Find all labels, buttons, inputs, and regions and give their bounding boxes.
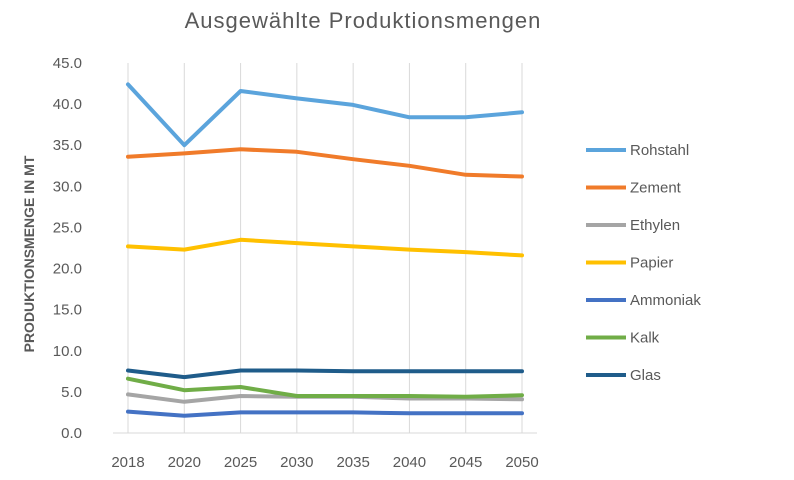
y-tick-label: 40.0 xyxy=(53,96,82,113)
y-tick-label: 5.0 xyxy=(61,384,82,401)
x-tick-label: 2040 xyxy=(393,454,426,471)
y-tick-label: 10.0 xyxy=(53,343,82,360)
series-line-rohstahl xyxy=(126,82,524,148)
x-tick-label: 2018 xyxy=(111,454,144,471)
legend-label-rohstahl: Rohstahl xyxy=(630,142,689,159)
y-tick-label: 20.0 xyxy=(53,261,82,278)
x-tick-label: 2035 xyxy=(336,454,369,471)
legend: Rohstahl Zement Ethylen Papier Ammoniak Kalk G… xyxy=(586,142,701,384)
y-tick-label: 0.0 xyxy=(61,425,82,442)
y-tick-label: 15.0 xyxy=(53,302,82,319)
y-tick-label: 35.0 xyxy=(53,137,82,154)
x-tick-label: 2045 xyxy=(449,454,482,471)
y-tick-label: 25.0 xyxy=(53,219,82,236)
legend-item-papier: Papier xyxy=(586,255,673,272)
series-line-kalk xyxy=(126,376,524,399)
legend-label-zement: Zement xyxy=(630,180,682,197)
y-tick-label: 30.0 xyxy=(53,178,82,195)
legend-item-ethylen: Ethylen xyxy=(586,217,680,234)
legend-item-ammoniak: Ammoniak xyxy=(586,292,701,309)
x-tick-label: 2050 xyxy=(505,454,538,471)
y-tick-label: 45.0 xyxy=(53,55,82,72)
legend-label-ethylen: Ethylen xyxy=(630,217,680,234)
series-line-papier xyxy=(126,237,524,258)
legend-label-papier: Papier xyxy=(630,255,673,272)
series-line-glas xyxy=(126,368,524,380)
legend-item-kalk: Kalk xyxy=(586,330,660,347)
series-line-ammoniak xyxy=(126,409,524,418)
chart-title: Ausgewählte Produktionsmengen xyxy=(185,8,542,33)
x-tick-label: 2020 xyxy=(168,454,201,471)
legend-item-zement: Zement xyxy=(586,180,682,197)
legend-item-rohstahl: Rohstahl xyxy=(586,142,689,159)
legend-label-kalk: Kalk xyxy=(630,330,660,347)
series-lines xyxy=(126,82,524,418)
axes: 0.0 5.0 10.0 15.0 20.0 25.0 30.0 35.0 40.0 45.0 20… xyxy=(53,55,539,471)
x-tick-label: 2030 xyxy=(280,454,313,471)
legend-item-glas: Glas xyxy=(586,367,661,384)
legend-label-ammoniak: Ammoniak xyxy=(630,292,701,309)
series-line-zement xyxy=(126,147,524,179)
x-tick-label: 2025 xyxy=(224,454,257,471)
legend-label-glas: Glas xyxy=(630,367,661,384)
y-axis-label: PRODUKTIONSMENGE IN MT xyxy=(21,155,37,352)
